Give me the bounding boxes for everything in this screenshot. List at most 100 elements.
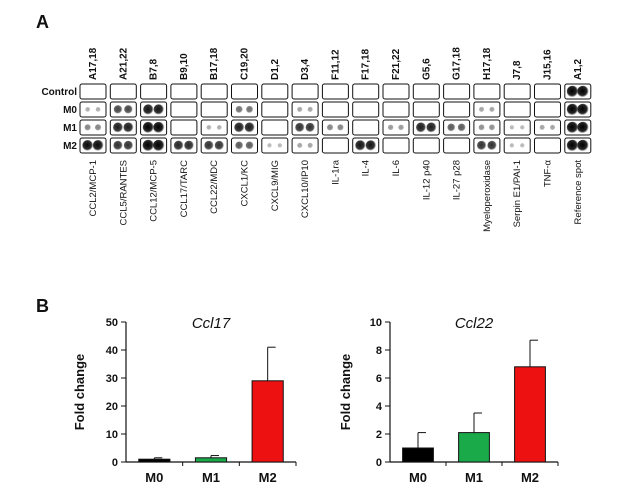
array-cell: [443, 137, 471, 154]
y-tick-label: 8: [376, 345, 382, 357]
array-spot: [426, 122, 437, 133]
array-spot: [520, 125, 525, 130]
array-spot: [509, 143, 515, 148]
coordinate-label: F11,12: [330, 49, 341, 80]
array-cell: [382, 83, 410, 100]
array-spot: [184, 140, 195, 151]
protein-label: CCL17/TARC: [179, 160, 190, 218]
protein-label: CXCL9/MIG: [270, 160, 281, 211]
coordinate-label: D3,4: [300, 58, 311, 80]
array-cell: [261, 137, 289, 154]
charts-group: Ccl17 0 10 20 30 40 50 Fold change M0 M1 M2 Ccl22 0 2…: [72, 315, 559, 485]
array-spot: [566, 139, 579, 152]
array-spot: [82, 140, 94, 151]
array-spot: [520, 143, 525, 148]
array-cell: [200, 101, 228, 118]
coordinate-label: H17,18: [482, 47, 493, 80]
array-cell: [321, 119, 349, 136]
x-category-label: M2: [259, 470, 277, 485]
coordinate-label: A1,2: [573, 58, 584, 80]
array-spot: [566, 103, 579, 116]
array-cell: [473, 119, 501, 136]
protein-label: CXCL10/IP10: [300, 160, 311, 218]
array-spot: [295, 122, 305, 133]
protein-label: IL-6: [391, 160, 402, 176]
array-spot: [92, 140, 104, 151]
array-spot: [297, 106, 303, 113]
coordinate-label: F17,18: [361, 48, 372, 80]
array-cell: [79, 101, 107, 118]
array-spot: [478, 124, 485, 131]
y-tick-label: 20: [106, 401, 118, 413]
array-spot: [235, 105, 243, 114]
x-category-label: M1: [465, 470, 483, 485]
array-cell: [534, 83, 561, 100]
array-spot: [113, 105, 123, 114]
chart-title: Ccl22: [455, 315, 494, 332]
array-spot: [267, 143, 272, 148]
array-spot: [234, 122, 245, 133]
array-spot: [235, 141, 244, 150]
protein-label: CXCL1/KC: [240, 160, 251, 207]
array-spot: [539, 124, 546, 131]
array-spot: [113, 122, 124, 133]
y-tick-label: 6: [376, 373, 382, 385]
array-spot: [509, 125, 515, 130]
y-tick-label: 30: [106, 373, 118, 385]
array-cell: [473, 83, 501, 100]
array-cell: [503, 137, 531, 154]
panel-b-label: B: [36, 296, 49, 316]
array-cell: [109, 83, 137, 100]
array-cell: [291, 83, 319, 100]
protein-label: CCL5/RANTES: [118, 160, 129, 225]
bar: [402, 447, 434, 463]
array-spot: [143, 104, 154, 115]
coordinate-label: D1,2: [270, 58, 281, 80]
x-category-label: M0: [145, 470, 163, 485]
protein-label: CCL22/MDC: [209, 160, 220, 214]
array-cell: [79, 83, 107, 100]
coordinate-label: A17,18: [88, 47, 99, 80]
array-spot: [244, 122, 255, 133]
array-spot: [365, 140, 377, 151]
panel-a-label: A: [36, 12, 49, 32]
bar: [138, 458, 171, 463]
array-spot: [566, 121, 579, 134]
array-cell: [534, 101, 561, 118]
array-cell: [170, 101, 198, 118]
bar-chart: Ccl22 0 2 4 6 8 10 Fold change M0 M1 M2: [338, 315, 559, 485]
array-spot: [305, 122, 316, 133]
bar: [194, 457, 228, 463]
array-cell: [321, 101, 349, 118]
array-spot: [577, 103, 589, 116]
array-cell: [140, 83, 168, 100]
array-cell: [352, 101, 380, 118]
bar: [458, 432, 490, 463]
array-spot: [387, 124, 394, 131]
array-cell: [261, 101, 289, 118]
array-spot: [94, 124, 102, 131]
array-cell: [412, 137, 440, 154]
array-spot: [478, 106, 485, 113]
coordinate-label: J15,16: [543, 49, 554, 80]
coordinate-label: A21,22: [118, 47, 129, 80]
array-spot: [124, 105, 133, 114]
array-spot: [204, 140, 214, 151]
array-cell: [291, 137, 319, 154]
array-spot: [457, 123, 466, 132]
array-spot: [566, 85, 579, 98]
row-label: Control: [41, 87, 77, 98]
row-label: M1: [63, 123, 77, 134]
array-cell: [79, 119, 107, 136]
array-spot: [216, 124, 222, 131]
array-spot: [85, 106, 91, 113]
array-spot: [123, 140, 134, 151]
x-category-label: M1: [202, 470, 220, 485]
protein-label: IL-12 p40: [421, 160, 432, 200]
array-spot: [326, 124, 334, 131]
array-spot: [487, 140, 497, 151]
array-spot: [245, 141, 254, 150]
array-cell: [261, 119, 289, 136]
array-cell: [382, 137, 410, 154]
array-cell: [170, 83, 198, 100]
